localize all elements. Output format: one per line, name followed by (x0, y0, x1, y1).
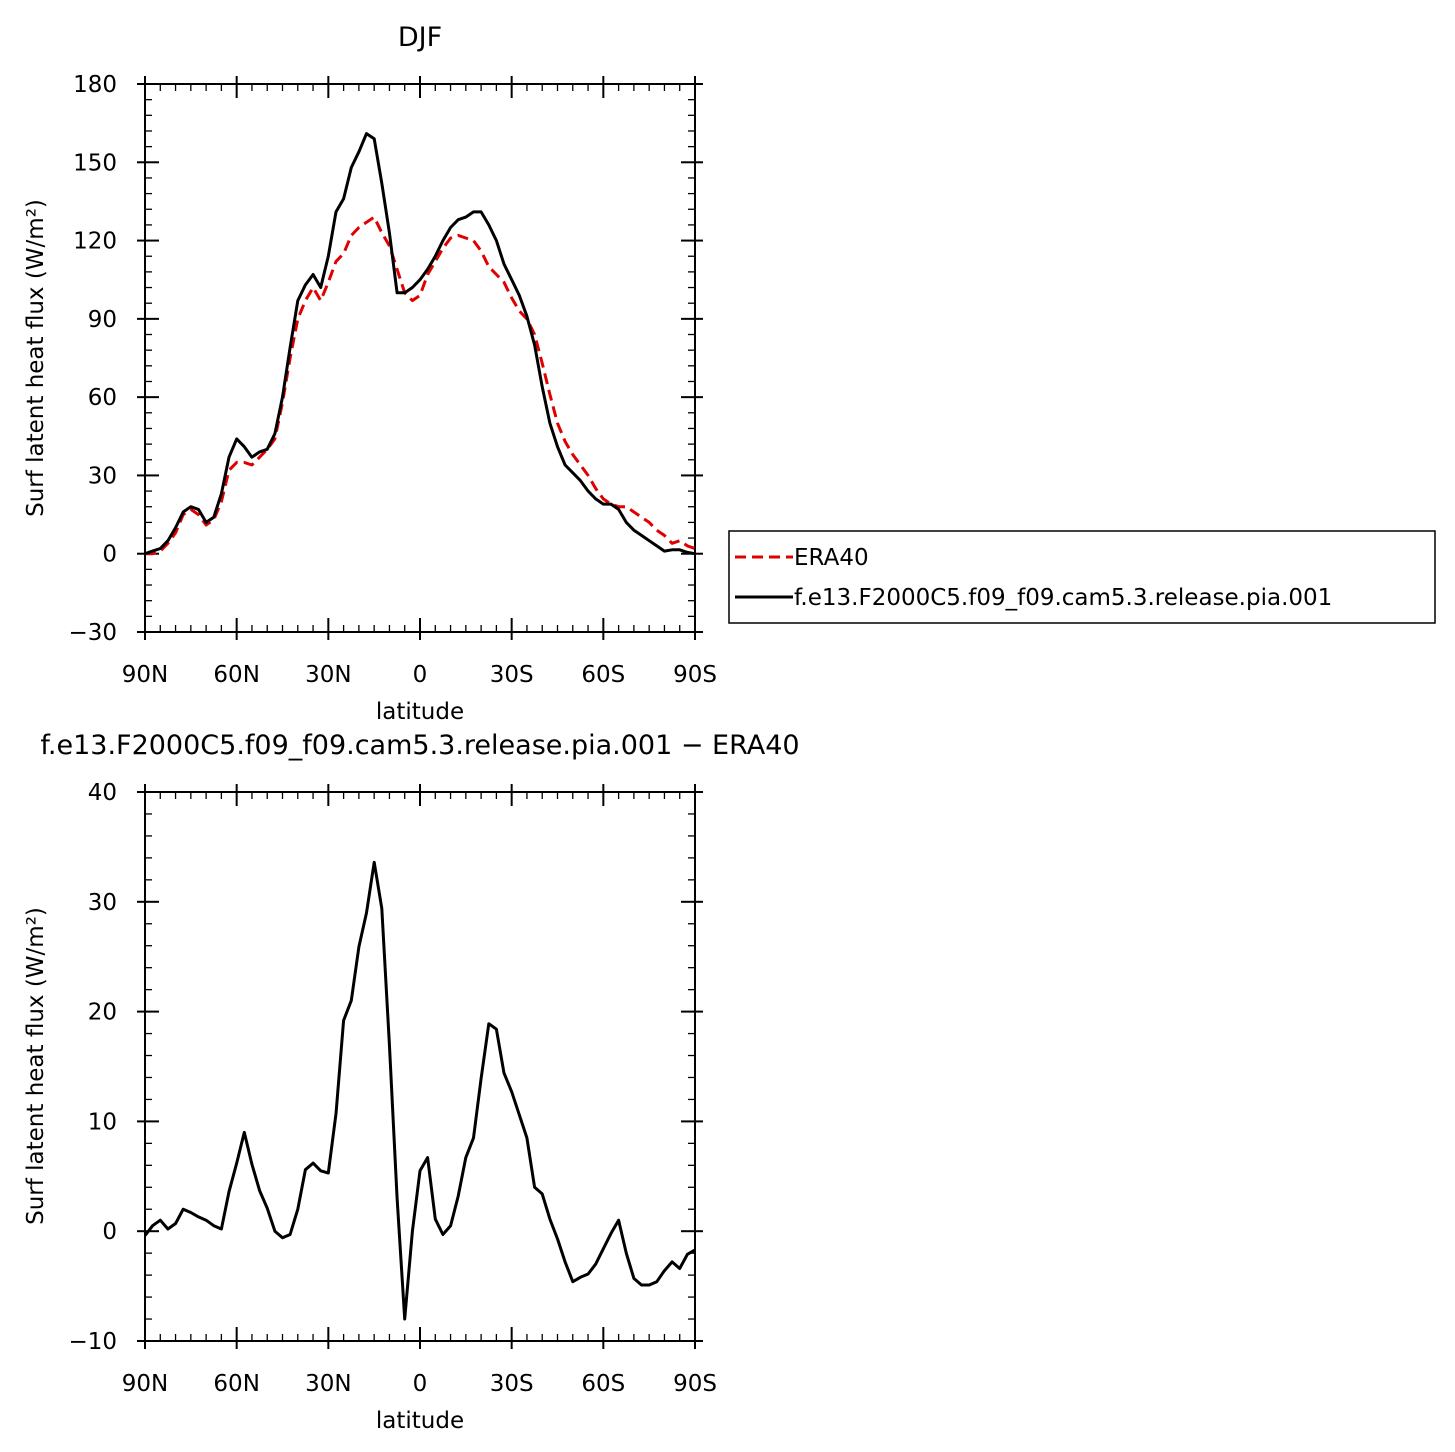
x-axis-label: latitude (376, 1408, 464, 1434)
y-axis-label: Surf latent heat flux (W/m²) (23, 199, 49, 517)
y-tick-label: 180 (73, 72, 117, 98)
model-series-line (144, 132, 696, 556)
x-tick-label: 90S (673, 1371, 717, 1397)
y-tick-label: 30 (88, 890, 117, 916)
x-tick-label: 90N (122, 662, 168, 688)
y-tick-label: 150 (73, 150, 117, 176)
legend-box (728, 530, 1436, 624)
x-tick-label: 60S (581, 662, 625, 688)
x-tick-label: 90S (673, 662, 717, 688)
top-panel: DJF latitude Surf latent heat flux (W/m²… (23, 22, 717, 725)
y-tick-label: 30 (88, 463, 117, 489)
y-tick-label: 90 (88, 307, 117, 333)
y-tick-label: 40 (88, 780, 117, 806)
x-tick-label: 0 (413, 662, 428, 688)
y-tick-label: 10 (88, 1109, 117, 1135)
x-tick-label: 30S (490, 1371, 534, 1397)
y-tick-label: 120 (73, 229, 117, 255)
y-axis-label: Surf latent heat flux (W/m²) (23, 907, 49, 1225)
y-tick-label: −10 (68, 1329, 117, 1355)
x-tick-label: 0 (413, 1371, 428, 1397)
difference-series-line (143, 860, 696, 1321)
y-tick-label: 0 (102, 1219, 117, 1245)
difference-title: f.e13.F2000C5.f09_f09.cam5.3.release.pia… (40, 730, 799, 761)
y-tick-label: 60 (88, 385, 117, 411)
x-tick-label: 30N (305, 662, 351, 688)
legend-label-era40: ERA40 (794, 545, 869, 571)
x-tick-label: 90N (122, 1371, 168, 1397)
chart-title: DJF (398, 22, 442, 53)
x-tick-label: 30N (305, 1371, 351, 1397)
x-tick-label: 60N (213, 662, 259, 688)
y-tick-label: 0 (102, 542, 117, 568)
legend-label-model: f.e13.F2000C5.f09_f09.cam5.3.release.pia… (794, 585, 1332, 611)
y-tick-label: −30 (68, 620, 117, 646)
era40-series-line (145, 215, 696, 556)
bottom-panel: f.e13.F2000C5.f09_f09.cam5.3.release.pia… (23, 730, 800, 1434)
y-tick-label: 20 (88, 1000, 117, 1026)
x-tick-label: 60N (213, 1371, 259, 1397)
legend: ERA40 f.e13.F2000C5.f09_f09.cam5.3.relea… (728, 530, 1436, 624)
x-tick-label: 60S (581, 1371, 625, 1397)
x-axis-label: latitude (376, 699, 464, 725)
x-tick-label: 30S (490, 662, 534, 688)
